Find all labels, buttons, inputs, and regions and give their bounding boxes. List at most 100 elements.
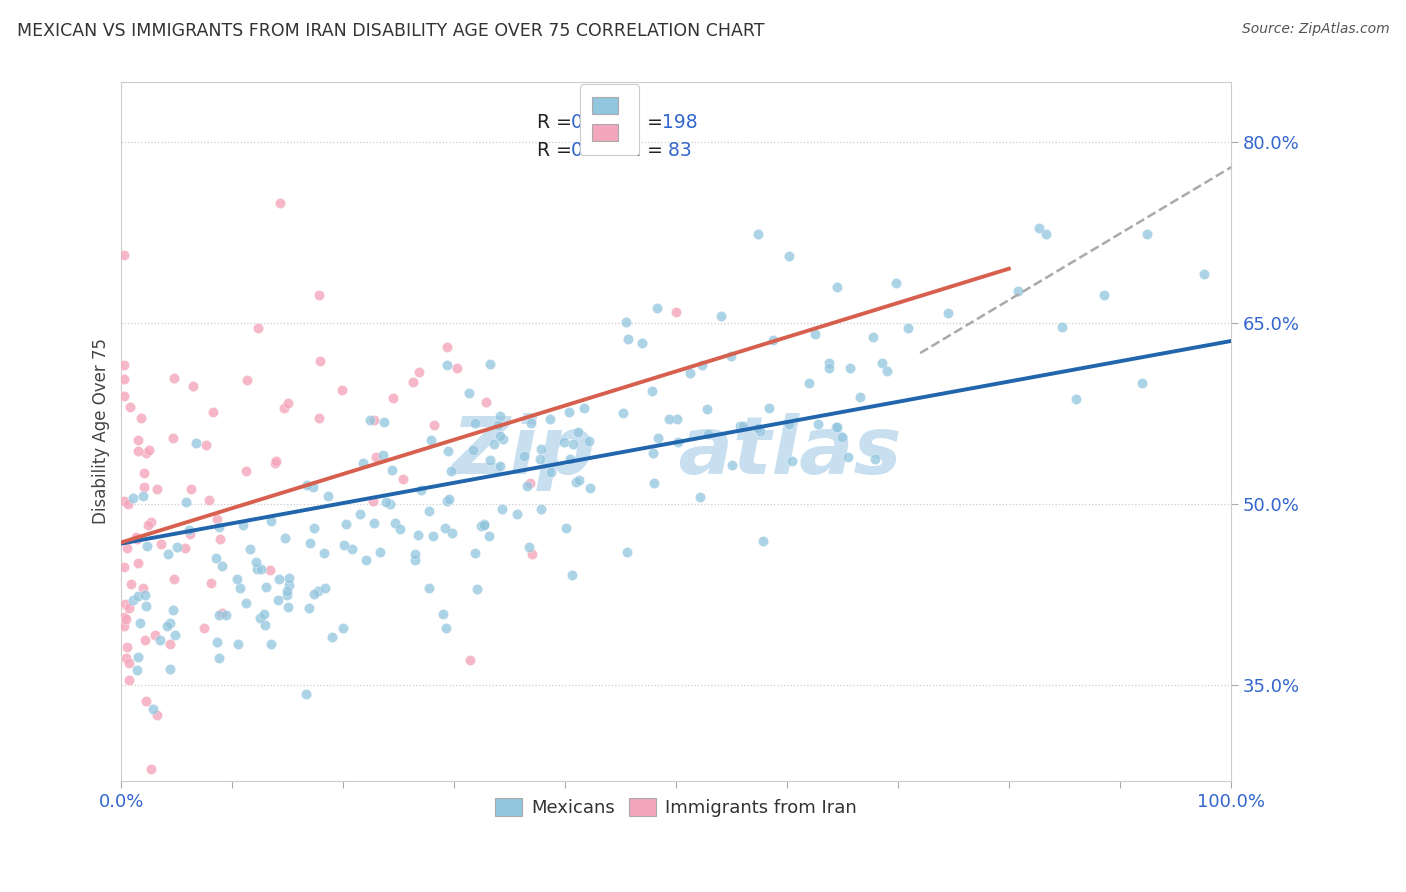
Point <box>404 553 426 567</box>
Point <box>567 425 589 440</box>
Point <box>308 411 330 425</box>
Point <box>876 364 898 378</box>
Point <box>260 637 283 651</box>
Point <box>299 535 322 549</box>
Text: 0.258: 0.258 <box>571 141 624 160</box>
Point <box>277 572 299 586</box>
Point <box>363 516 385 531</box>
Point <box>163 572 186 586</box>
Point <box>478 529 501 543</box>
Point <box>249 562 271 576</box>
Point <box>458 386 481 401</box>
Point <box>136 518 159 533</box>
Point <box>309 354 332 368</box>
Point <box>1136 227 1159 241</box>
Point <box>179 526 201 541</box>
Point <box>307 584 329 599</box>
Point <box>162 603 184 617</box>
Point <box>380 497 402 511</box>
Point <box>433 521 456 535</box>
Point <box>520 547 543 561</box>
Point <box>643 446 665 460</box>
Point <box>197 492 219 507</box>
Point <box>162 432 184 446</box>
Point <box>406 528 429 542</box>
Point <box>121 491 143 505</box>
Point <box>112 619 135 633</box>
Text: N =: N = <box>627 113 669 132</box>
Point <box>211 558 233 573</box>
Point <box>616 545 638 559</box>
Text: Source: ZipAtlas.com: Source: ZipAtlas.com <box>1241 22 1389 37</box>
Point <box>464 416 486 430</box>
Point <box>131 489 153 503</box>
Point <box>139 762 162 776</box>
Point <box>249 611 271 625</box>
Point <box>264 453 287 467</box>
Point <box>253 617 276 632</box>
Point <box>797 376 820 391</box>
Point <box>156 548 179 562</box>
Point <box>470 519 492 533</box>
Point <box>1052 320 1074 334</box>
Point <box>225 572 247 586</box>
Point <box>174 495 197 509</box>
Point <box>112 248 135 262</box>
Point <box>1092 287 1115 301</box>
Point <box>432 607 454 622</box>
Point <box>332 621 354 635</box>
Point <box>332 538 354 552</box>
Point <box>641 384 664 399</box>
Point <box>245 555 267 569</box>
Point <box>679 366 702 380</box>
Point <box>780 454 803 468</box>
Point <box>352 456 374 470</box>
Point <box>373 416 395 430</box>
Point <box>302 480 325 494</box>
Point <box>870 356 893 370</box>
Point <box>418 503 440 517</box>
Point <box>478 452 501 467</box>
Point <box>342 542 364 557</box>
Point <box>267 592 290 607</box>
Text: 83: 83 <box>662 141 692 160</box>
Point <box>391 473 413 487</box>
Text: N =: N = <box>627 141 669 160</box>
Point <box>475 395 498 409</box>
Point <box>1130 376 1153 391</box>
Point <box>112 560 135 574</box>
Point <box>127 434 149 448</box>
Point <box>384 516 406 530</box>
Point <box>359 413 381 427</box>
Point <box>558 452 581 467</box>
Point <box>295 687 318 701</box>
Point <box>278 578 301 592</box>
Point <box>132 467 155 481</box>
Point <box>349 507 371 521</box>
Text: MEXICAN VS IMMIGRANTS FROM IRAN DISABILITY AGE OVER 75 CORRELATION CHART: MEXICAN VS IMMIGRANTS FROM IRAN DISABILI… <box>17 22 765 40</box>
Point <box>139 515 162 529</box>
Point <box>381 463 404 477</box>
Point <box>208 519 231 533</box>
Legend: Mexicans, Immigrants from Iran: Mexicans, Immigrants from Iran <box>488 791 865 824</box>
Point <box>254 580 277 594</box>
Point <box>273 401 295 416</box>
Point <box>129 410 152 425</box>
Point <box>721 458 744 472</box>
Point <box>862 330 884 344</box>
Point <box>666 412 689 426</box>
Point <box>849 390 872 404</box>
Point <box>232 518 254 533</box>
Point <box>568 473 591 487</box>
Point <box>458 653 481 667</box>
Point <box>436 494 458 508</box>
Point <box>114 650 136 665</box>
Point <box>408 365 430 379</box>
Point <box>127 443 149 458</box>
Point <box>411 483 433 497</box>
Point <box>259 563 281 577</box>
Point <box>689 490 711 504</box>
Point <box>437 443 460 458</box>
Point <box>643 476 665 491</box>
Point <box>239 541 262 556</box>
